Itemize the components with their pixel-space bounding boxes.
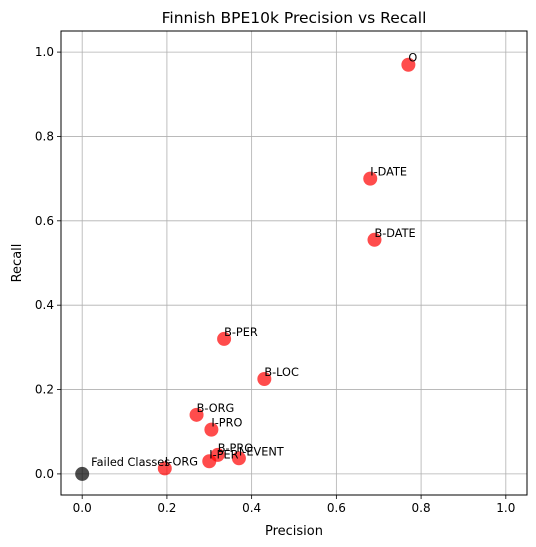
point-label: Failed Classes bbox=[91, 456, 170, 469]
data-point-b-date bbox=[367, 232, 382, 247]
y-tick-label: 1.0 bbox=[35, 45, 54, 59]
x-tick-label: 0.4 bbox=[242, 501, 261, 515]
y-axis-label: Recall bbox=[10, 244, 25, 283]
point-label: I-PER bbox=[209, 448, 238, 461]
y-tick-label: 0.2 bbox=[35, 383, 54, 397]
x-tick-label: 0.0 bbox=[73, 501, 92, 515]
y-tick-label: 0.8 bbox=[35, 129, 54, 143]
point-label: I-DATE bbox=[370, 166, 407, 179]
data-point-i-pro bbox=[204, 422, 219, 437]
point-label: I-PRO bbox=[211, 417, 242, 430]
plot-area-frame bbox=[60, 30, 528, 496]
y-tick-label: 0.4 bbox=[35, 298, 54, 312]
point-label: B-ORG bbox=[197, 402, 235, 415]
data-point-i-org bbox=[157, 461, 172, 476]
axis-ticks: 0.0 0.2 0.4 0.6 0.8 1.0 0.0 0.2 0.4 0.6 0.8 1.0 bbox=[35, 45, 515, 515]
data-point-i-event bbox=[231, 451, 246, 466]
x-axis-label: Precision bbox=[265, 524, 323, 539]
point-label: B-DATE bbox=[374, 227, 415, 240]
x-tick-label: 0.8 bbox=[412, 501, 431, 515]
point-label: I-ORG bbox=[165, 455, 198, 468]
data-points bbox=[75, 57, 416, 481]
point-label: B-PER bbox=[224, 326, 258, 339]
data-point-b-org bbox=[189, 407, 204, 422]
x-tick-label: 0.2 bbox=[157, 501, 176, 515]
point-labels: OI-DATEB-DATEB-PERB-LOCB-ORGI-PROB-PROI-… bbox=[91, 52, 417, 469]
data-point-o bbox=[401, 57, 416, 72]
y-tick-label: 0.6 bbox=[35, 214, 54, 228]
point-label: B-PRO bbox=[218, 442, 253, 455]
data-point-i-date bbox=[363, 171, 378, 186]
point-label: I-EVENT bbox=[239, 445, 284, 458]
point-label: B-LOC bbox=[264, 366, 299, 379]
grid-lines bbox=[61, 31, 527, 495]
data-point-i-per bbox=[202, 454, 217, 469]
point-label: O bbox=[408, 52, 417, 65]
data-point-b-loc bbox=[257, 372, 272, 386]
data-point-b-per bbox=[217, 331, 232, 346]
x-tick-label: 1.0 bbox=[496, 501, 515, 515]
x-tick-label: 0.6 bbox=[327, 501, 346, 515]
data-point-failed-classes bbox=[75, 466, 90, 481]
y-tick-label: 0.0 bbox=[35, 467, 54, 481]
chart-title: Finnish BPE10k Precision vs Recall bbox=[162, 9, 427, 27]
